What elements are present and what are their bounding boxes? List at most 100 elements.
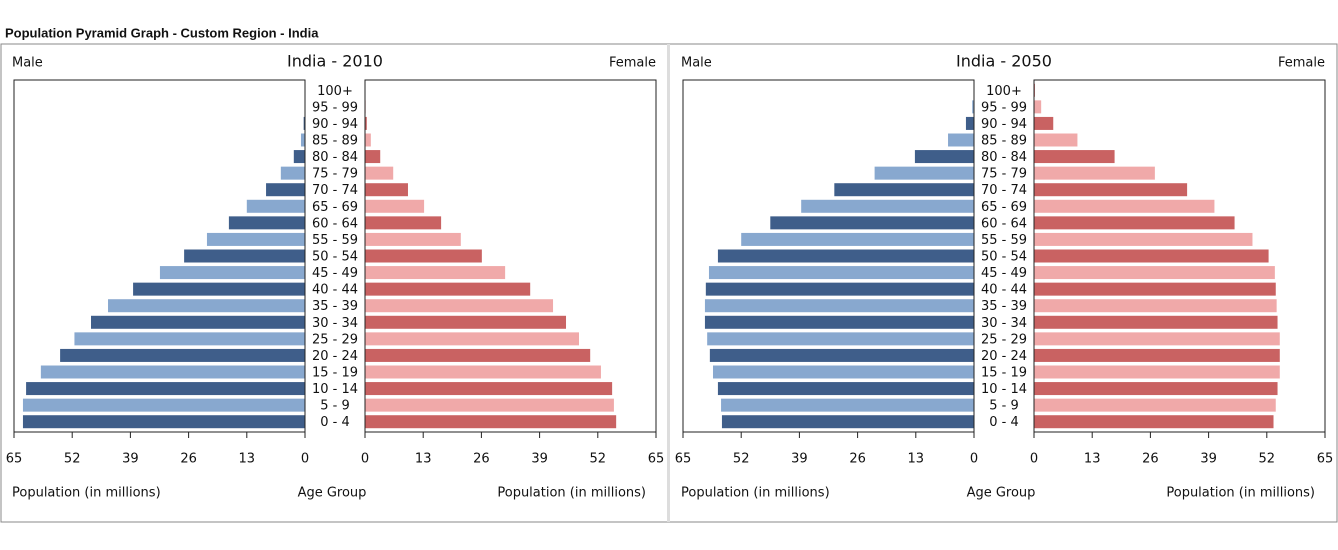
bar (365, 116, 367, 130)
bar (717, 249, 974, 263)
age-label: 40 - 44 (981, 283, 1027, 298)
bar (365, 249, 482, 263)
bar (280, 166, 305, 180)
age-label: 65 - 69 (312, 200, 358, 215)
age-label: 5 - 9 (320, 399, 350, 414)
bar (704, 299, 974, 313)
age-label: 55 - 59 (981, 233, 1027, 248)
age-label: 20 - 24 (312, 349, 358, 364)
bar (74, 332, 305, 346)
x-tick-label: 65 (6, 452, 23, 467)
bar (22, 415, 305, 429)
bar (1034, 150, 1115, 164)
x-tick-label: 52 (64, 452, 81, 467)
age-label: 50 - 54 (981, 250, 1027, 265)
age-label: 55 - 59 (312, 233, 358, 248)
age-label: 80 - 84 (981, 150, 1027, 165)
plot-box (13, 79, 306, 433)
bar (704, 315, 974, 329)
chart-title: India - 2010 (287, 52, 383, 71)
bar (1034, 116, 1054, 130)
bar (365, 282, 531, 296)
bar (721, 398, 974, 412)
x-axis-label: Population (in millions) (497, 486, 646, 501)
bar (184, 249, 305, 263)
bar (1034, 266, 1275, 280)
x-tick-label: 39 (122, 452, 139, 467)
age-label: 85 - 89 (312, 134, 358, 149)
bar (26, 382, 305, 396)
bar (1034, 216, 1235, 230)
bar (1034, 249, 1269, 263)
age-label: 100+ (986, 84, 1022, 99)
age-label: 95 - 99 (981, 100, 1027, 115)
plot-box (364, 79, 657, 433)
x-axis-label: Population (in millions) (1166, 486, 1315, 501)
age-label: 70 - 74 (981, 183, 1027, 198)
bar (365, 398, 614, 412)
bar (293, 150, 305, 164)
x-tick-label: 52 (733, 452, 750, 467)
bar (159, 266, 305, 280)
age-label: 90 - 94 (981, 117, 1027, 132)
center-label: Age Group (298, 486, 367, 501)
bar (365, 348, 591, 362)
age-label: 45 - 49 (312, 266, 358, 281)
bar (1034, 315, 1278, 329)
bar (206, 232, 305, 246)
x-axis-label: Population (in millions) (681, 486, 830, 501)
age-label: 75 - 79 (981, 167, 1027, 182)
bar (801, 199, 974, 213)
age-label: 5 - 9 (989, 399, 1019, 414)
bar (1034, 133, 1078, 147)
bar (712, 365, 974, 379)
bar (22, 398, 305, 412)
chart-title: India - 2050 (956, 52, 1052, 71)
x-tick-label: 65 (1317, 452, 1334, 467)
age-label: 100+ (317, 84, 353, 99)
bar (108, 299, 305, 313)
bar (365, 382, 613, 396)
bar (972, 100, 974, 114)
x-tick-label: 0 (970, 452, 978, 467)
bar (228, 216, 305, 230)
bar (1034, 199, 1215, 213)
bar (365, 315, 567, 329)
x-axis-label: Population (in millions) (12, 486, 161, 501)
age-label: 95 - 99 (312, 100, 358, 115)
bar (1034, 398, 1276, 412)
age-label: 40 - 44 (312, 283, 358, 298)
bar (1034, 365, 1280, 379)
bar (1034, 282, 1276, 296)
bar (834, 183, 974, 197)
bar (40, 365, 305, 379)
bar (914, 150, 974, 164)
age-label: 30 - 34 (981, 316, 1027, 331)
age-label: 75 - 79 (312, 167, 358, 182)
bar (705, 282, 974, 296)
bar (717, 382, 974, 396)
age-label: 10 - 14 (981, 382, 1027, 397)
plot-box (1033, 79, 1326, 433)
bar (303, 116, 305, 130)
left-label: Male (12, 56, 43, 71)
x-tick-label: 0 (1030, 452, 1038, 467)
right-label: Female (1278, 56, 1325, 71)
bar (365, 299, 554, 313)
age-label: 90 - 94 (312, 117, 358, 132)
age-label: 85 - 89 (981, 134, 1027, 149)
bar (741, 232, 974, 246)
bar (60, 348, 306, 362)
x-tick-label: 13 (1084, 452, 1101, 467)
bar (965, 116, 974, 130)
age-label: 65 - 69 (981, 200, 1027, 215)
age-label: 35 - 39 (981, 299, 1027, 314)
bar (365, 415, 617, 429)
bar (300, 133, 305, 147)
bar (721, 415, 974, 429)
x-tick-label: 13 (908, 452, 925, 467)
age-label: 20 - 24 (981, 349, 1027, 364)
bar (1034, 183, 1188, 197)
x-tick-label: 52 (590, 452, 607, 467)
bar (707, 332, 974, 346)
